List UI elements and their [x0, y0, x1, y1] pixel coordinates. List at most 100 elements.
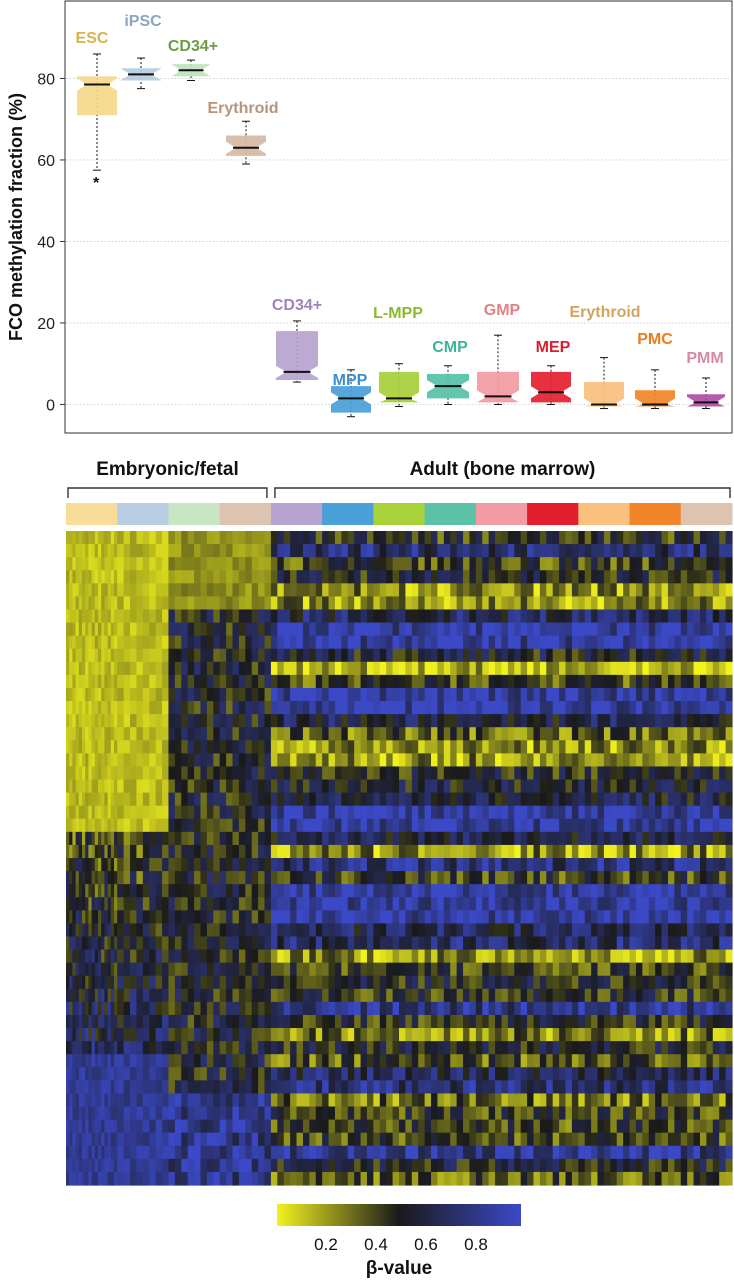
heat-cell [457, 780, 464, 794]
heat-cell [457, 740, 464, 754]
heat-cell [252, 1041, 259, 1055]
heat-cell [181, 766, 188, 780]
heat-cell [265, 910, 272, 924]
heat-cell [354, 950, 361, 964]
heat-cell [341, 976, 348, 990]
heat-cell [425, 557, 432, 571]
heat-cell [617, 871, 624, 885]
heat-cell [578, 557, 585, 571]
heat-cell [533, 701, 540, 715]
heat-cell [553, 596, 560, 610]
heat-cell [297, 1120, 304, 1134]
heat-cell [322, 1133, 329, 1147]
heat-cell [457, 1120, 464, 1134]
heat-cell [501, 557, 508, 571]
heat-cell [444, 1093, 451, 1107]
heat-cell [521, 662, 528, 676]
heat-cell [136, 766, 143, 780]
heat-cell [533, 1133, 540, 1147]
heat-cell [399, 936, 406, 950]
heat-cell [303, 753, 310, 767]
heat-cell [143, 766, 150, 780]
heat-cell [508, 753, 515, 767]
heat-cell [297, 910, 304, 924]
heat-cell [341, 727, 348, 741]
heat-cell [284, 897, 291, 911]
heat-cell [540, 1172, 547, 1186]
heat-cell [572, 531, 579, 545]
heat-cell [476, 701, 483, 715]
heat-cell [521, 1067, 528, 1081]
heat-cell [277, 688, 284, 702]
heat-cell [245, 1172, 252, 1186]
heat-cell [252, 1146, 259, 1160]
heat-cell [521, 740, 528, 754]
heat-cell [226, 583, 233, 597]
heat-cell [265, 1172, 272, 1186]
heat-cell [527, 780, 534, 794]
heat-cell [303, 701, 310, 715]
heat-cell [341, 596, 348, 610]
heat-cell [322, 531, 329, 545]
heat-cell [501, 1067, 508, 1081]
heat-cell [175, 609, 182, 623]
heat-cell [277, 609, 284, 623]
heat-cell [175, 649, 182, 663]
heat-cell [393, 819, 400, 833]
heat-cell [354, 832, 361, 846]
heat-cell [233, 780, 240, 794]
heat-cell [405, 884, 412, 898]
heat-cell [399, 1028, 406, 1042]
heat-cell [604, 871, 611, 885]
heat-cell [194, 793, 201, 807]
heat-cell [630, 766, 637, 780]
heat-cell [380, 1041, 387, 1055]
heat-cell [598, 976, 605, 990]
heat-cell [546, 727, 553, 741]
heat-cell [303, 1041, 310, 1055]
heat-cell [399, 1120, 406, 1134]
heat-cell [476, 766, 483, 780]
heat-cell [297, 780, 304, 794]
heat-cell [412, 897, 419, 911]
heat-cell [482, 727, 489, 741]
heat-cell [322, 1093, 329, 1107]
heat-cell [463, 701, 470, 715]
heat-cell [469, 714, 476, 728]
heat-cell [258, 923, 265, 937]
heat-cell [239, 688, 246, 702]
heat-cell [226, 636, 233, 650]
heat-cell [553, 766, 560, 780]
heat-cell [329, 583, 336, 597]
heat-cell [258, 976, 265, 990]
heat-cell [540, 806, 547, 820]
heat-cell [457, 858, 464, 872]
heat-cell [373, 950, 380, 964]
heat-cell [143, 832, 150, 846]
heat-cell [425, 793, 432, 807]
heat-cell [303, 609, 310, 623]
heat-cell [207, 1067, 214, 1081]
heat-cell [572, 832, 579, 846]
heat-cell [265, 662, 272, 676]
heat-cell [143, 1107, 150, 1121]
heat-cell [572, 570, 579, 584]
heat-cell [469, 1015, 476, 1029]
heat-cell [476, 636, 483, 650]
heat-cell [444, 596, 451, 610]
heat-cell [604, 923, 611, 937]
heat-cell [136, 688, 143, 702]
heat-cell [316, 884, 323, 898]
heat-cell [220, 976, 227, 990]
heat-cell [521, 753, 528, 767]
heat-cell [501, 623, 508, 637]
heat-cell [181, 871, 188, 885]
heat-cell [591, 871, 598, 885]
heat-cell [591, 531, 598, 545]
heat-cell [386, 727, 393, 741]
heat-cell [540, 963, 547, 977]
heat-cell [207, 1093, 214, 1107]
heat-cell [457, 793, 464, 807]
heat-cell [399, 740, 406, 754]
